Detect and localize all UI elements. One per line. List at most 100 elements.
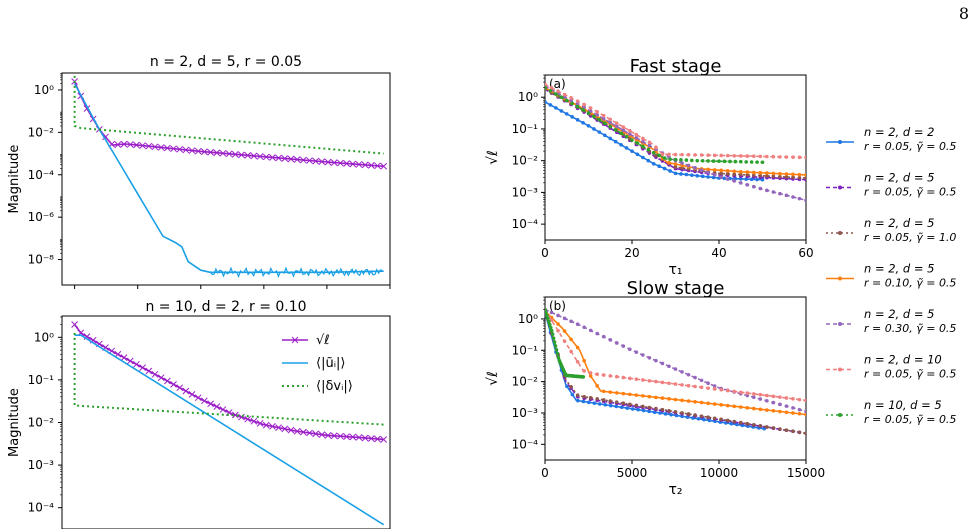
- data-point: [582, 325, 586, 330]
- data-point: [614, 124, 619, 129]
- data-point: [722, 159, 727, 164]
- data-point: [778, 409, 782, 414]
- data-point: [275, 154, 282, 162]
- data-point: [784, 410, 789, 415]
- data-point: [349, 160, 357, 168]
- series-line-0: [545, 101, 763, 181]
- data-point: [592, 127, 596, 131]
- data-point: [651, 162, 656, 166]
- data-point: [771, 400, 776, 405]
- data-point: [634, 350, 639, 354]
- data-point: [693, 375, 697, 380]
- data-point: [556, 355, 561, 360]
- y-tick-label: 10⁻¹: [512, 343, 539, 357]
- data-point: [256, 153, 264, 160]
- x-tick-label: 0: [541, 466, 549, 480]
- data-point: [755, 177, 759, 182]
- data-point: [194, 394, 202, 402]
- data-point: [804, 398, 806, 403]
- data-point: [686, 153, 691, 157]
- data-point: [667, 364, 671, 369]
- data-point: [601, 116, 606, 121]
- data-point: [188, 147, 196, 154]
- data-point: [318, 431, 326, 438]
- data-point: [641, 353, 645, 357]
- data-point: [674, 413, 679, 418]
- data-point: [719, 168, 723, 173]
- data-point: [641, 155, 645, 160]
- series-line-v: [73, 73, 384, 155]
- data-point: [758, 170, 763, 175]
- plot-frame: [61, 72, 391, 286]
- y-tick-label: 10⁻⁸: [28, 253, 55, 267]
- data-point: [758, 154, 763, 159]
- data-point: [299, 428, 307, 436]
- data-point: [804, 198, 806, 203]
- data-point: [269, 423, 276, 430]
- data-point: [658, 411, 662, 415]
- data-point: [306, 429, 313, 437]
- data-point: [595, 110, 599, 114]
- data-point: [592, 114, 596, 119]
- x-tick-label: 60: [798, 246, 813, 260]
- data-point: [628, 376, 632, 381]
- data-point: [575, 359, 580, 364]
- data-point: [693, 400, 697, 404]
- data-point: [133, 141, 140, 149]
- data-point: [662, 166, 667, 171]
- data-point: [545, 85, 547, 90]
- data-point: [680, 414, 684, 419]
- data-point: [745, 182, 750, 187]
- data-point: [550, 332, 555, 337]
- data-point: [654, 406, 658, 411]
- data-point: [581, 108, 585, 112]
- data-point: [680, 161, 684, 165]
- data-point: [630, 138, 634, 142]
- y-tick-label: 10⁻⁴: [512, 437, 539, 451]
- data-point: [636, 407, 640, 412]
- data-point: [686, 163, 691, 168]
- data-point: [735, 422, 739, 427]
- data-point: [680, 411, 684, 415]
- data-point: [752, 422, 756, 427]
- legend-marker: [838, 413, 842, 417]
- data-point: [219, 406, 227, 413]
- data-point: [758, 173, 763, 178]
- data-point: [667, 152, 671, 157]
- data-point: [586, 123, 591, 128]
- data-point: [706, 381, 710, 386]
- data-point: [717, 159, 721, 164]
- data-point: [299, 156, 307, 164]
- data-point: [151, 370, 159, 378]
- data-point: [361, 434, 369, 442]
- data-point: [595, 331, 599, 336]
- data-point: [712, 402, 717, 406]
- data-point: [765, 154, 769, 159]
- data-point: [601, 373, 606, 377]
- data-point: [797, 430, 802, 435]
- y-tick-label: 10⁻⁴: [28, 168, 55, 182]
- data-point: [250, 417, 258, 425]
- data-point: [548, 103, 553, 107]
- panel-top-left: 10⁰ 10⁻² 10⁻⁴ 10⁻⁶ 10⁻⁸ n = 2, d = 5, r = 0.0…: [7, 54, 391, 289]
- data-point: [634, 132, 639, 137]
- legend-label-line1: n = 2, d = 5: [864, 216, 934, 230]
- data-point: [318, 158, 326, 165]
- data-point: [621, 125, 626, 129]
- data-point: [791, 411, 795, 415]
- data-point: [120, 354, 128, 361]
- y-tick-label: 10⁻³: [512, 406, 539, 420]
- data-point: [601, 389, 606, 394]
- data-point: [608, 120, 613, 125]
- data-point: [562, 339, 567, 343]
- data-point: [619, 131, 623, 136]
- data-point: [660, 361, 665, 366]
- data-point: [660, 396, 665, 400]
- data-point: [176, 145, 184, 153]
- legend-label-line2: r = 0.10, γ̃ = 0.5: [864, 277, 956, 290]
- data-point: [207, 400, 214, 408]
- data-point: [554, 348, 559, 352]
- series-line-u: [73, 83, 384, 274]
- data-point: [231, 411, 239, 419]
- legend-label-line1: n = 2, d = 5: [864, 171, 934, 185]
